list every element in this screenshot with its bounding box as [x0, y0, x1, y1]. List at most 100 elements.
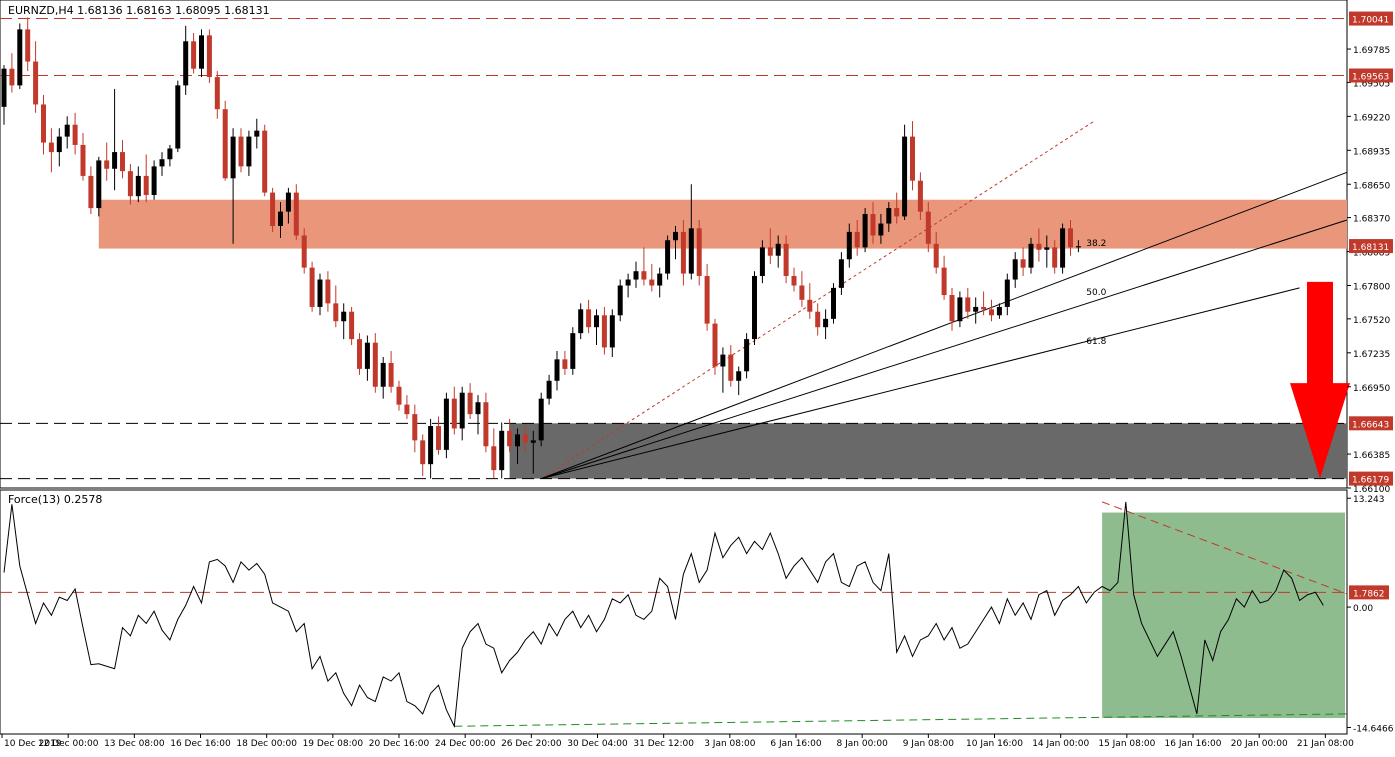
price-axis-label: 1.69785 — [1353, 46, 1390, 56]
candle-body — [317, 279, 323, 307]
candle-body — [1, 68, 7, 107]
candle — [127, 164, 133, 205]
candle — [1044, 235, 1050, 268]
candle — [617, 279, 623, 322]
candle-body — [633, 271, 639, 280]
oscillator-resistance-trendline — [1101, 501, 1348, 595]
candle — [325, 271, 331, 312]
candle-body — [744, 339, 750, 372]
candle-body — [80, 144, 86, 176]
candle-body — [649, 279, 655, 286]
candle-body — [562, 359, 568, 369]
candle-body — [349, 311, 355, 340]
candle-body — [9, 68, 15, 86]
axes: 1.69785 1.69505 1.69220 1.68935 1.68650 1.683… — [1, 11, 1394, 749]
time-axis-label: 12 Dec 00:00 — [38, 739, 99, 749]
price-axis-label: 1.67800 — [1353, 283, 1390, 293]
candle-body — [206, 35, 212, 78]
candle-body — [878, 223, 884, 236]
candle — [1075, 240, 1081, 253]
candle-body — [278, 211, 283, 226]
time-axis-label: 26 Dec 20:00 — [501, 739, 562, 749]
candle-body — [475, 402, 481, 415]
candle — [80, 133, 86, 181]
candle-body — [420, 440, 426, 465]
candle — [649, 264, 655, 292]
candle-body — [159, 159, 165, 167]
candle-body — [530, 440, 536, 443]
candle — [586, 299, 592, 334]
indicator-panel — [0, 501, 1348, 729]
oscillator-zone — [1102, 512, 1345, 719]
candle — [120, 140, 125, 179]
candle — [301, 228, 307, 274]
candle-body — [657, 273, 663, 286]
candle-body — [981, 306, 987, 310]
candle-body — [910, 136, 915, 181]
time-axis-label: 9 Jan 08:00 — [903, 739, 955, 749]
candle — [910, 121, 915, 191]
candle — [191, 32, 197, 74]
price-axis-label: 1.66385 — [1353, 451, 1390, 461]
candle-body — [270, 192, 276, 226]
indicator-axis-label: 13.243 — [1353, 495, 1385, 505]
candle — [775, 235, 781, 268]
candle-body — [775, 243, 781, 256]
candle-body — [56, 136, 62, 153]
candle — [88, 166, 94, 215]
candle-body — [1068, 228, 1073, 248]
candle — [973, 297, 979, 324]
candle-body — [925, 211, 931, 244]
candle — [815, 303, 821, 336]
candle-body — [688, 228, 694, 274]
candle-body — [609, 315, 615, 348]
fib-fan-line-2 — [541, 287, 1300, 480]
candle — [222, 100, 228, 181]
candle — [341, 303, 347, 340]
candle — [17, 23, 23, 89]
candle-body — [285, 192, 291, 212]
candle-body — [120, 152, 125, 172]
time-axis-label: 10 Jan 16:00 — [966, 739, 1023, 749]
price-badge-label: 1.68131 — [1352, 243, 1389, 253]
time-axis-label: 16 Dec 16:00 — [170, 739, 231, 749]
candle-body — [554, 359, 560, 381]
support-zone — [509, 423, 1348, 479]
candle — [799, 271, 805, 307]
candle — [443, 392, 449, 459]
candle — [807, 283, 813, 319]
candle — [9, 53, 15, 93]
fib-label-50-0: 50.0 — [1086, 288, 1106, 298]
candle — [143, 154, 149, 203]
candle-body — [594, 315, 599, 328]
indicator-panel-frame — [0, 489, 1348, 735]
candle — [317, 273, 323, 316]
time-axis-label: 21 Jan 08:00 — [1297, 739, 1354, 749]
candle-body — [72, 124, 78, 145]
candle — [752, 271, 757, 346]
price-axis-label: 1.69505 — [1353, 79, 1390, 89]
candle-body — [1075, 246, 1081, 248]
candle — [933, 231, 939, 274]
candle — [467, 383, 473, 419]
candle — [199, 29, 204, 78]
candle — [641, 247, 647, 286]
candle — [1012, 252, 1018, 288]
candle — [601, 306, 607, 355]
time-axis-label: 10 Dec 2019 — [4, 739, 62, 749]
candle-body — [151, 166, 157, 195]
candle-body — [570, 333, 576, 369]
candle-body — [894, 208, 900, 217]
candle-body — [230, 136, 236, 179]
candle — [688, 184, 694, 280]
time-axis-label: 13 Dec 08:00 — [104, 739, 165, 749]
candle-body — [815, 311, 821, 328]
candle — [989, 299, 994, 322]
candle — [791, 267, 797, 292]
time-axis-label: 30 Dec 04:00 — [567, 739, 628, 749]
candle-body — [1004, 279, 1010, 307]
candle-body — [301, 235, 307, 268]
candle-body — [127, 171, 133, 197]
candle — [33, 41, 39, 113]
candle-body — [1044, 247, 1050, 250]
